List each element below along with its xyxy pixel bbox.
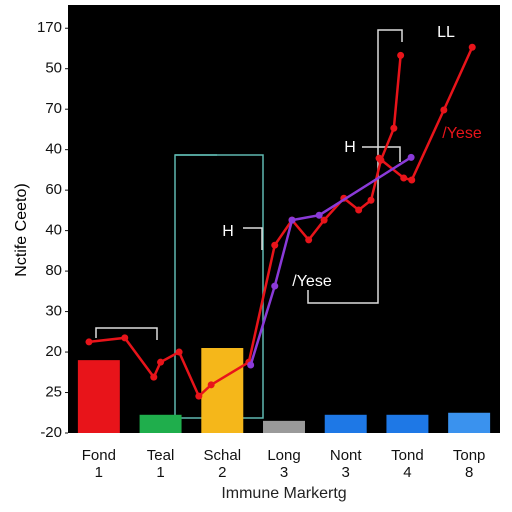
- point: [320, 216, 328, 224]
- y-tick-label: 40: [45, 222, 62, 239]
- bracket: [243, 227, 263, 250]
- y-tick-label: 70: [45, 100, 62, 117]
- point: [247, 361, 255, 369]
- point: [390, 124, 398, 132]
- annotation: /Yese: [292, 273, 332, 290]
- point: [175, 348, 183, 356]
- point: [397, 51, 405, 59]
- y-axis-label: Nctife Ceeto): [13, 183, 30, 276]
- point: [271, 282, 279, 290]
- x-tick-label: 4: [403, 464, 411, 481]
- point: [157, 358, 165, 366]
- y-tick-label: 50: [45, 60, 62, 77]
- x-axis-label: Immune Markertg: [221, 485, 346, 502]
- x-tick-label: 1: [95, 464, 103, 481]
- x-tick-label: Long: [267, 447, 300, 464]
- point: [288, 216, 296, 224]
- point: [207, 381, 215, 389]
- point: [355, 206, 363, 214]
- x-tick-label: 8: [465, 464, 473, 481]
- point: [367, 196, 375, 204]
- x-tick-label: Tonp: [453, 447, 486, 464]
- x-tick-label: Nont: [330, 447, 363, 464]
- x-tick-label: Tond: [391, 447, 424, 464]
- bar: [324, 414, 367, 433]
- y-tick-label: 170: [37, 19, 62, 36]
- point: [150, 373, 158, 381]
- bar: [201, 348, 244, 433]
- annotation: H: [222, 223, 234, 240]
- bracket: [307, 29, 403, 304]
- x-tick-label: 3: [342, 464, 350, 481]
- x-tick-label: 2: [218, 464, 226, 481]
- x-tick-label: Teal: [147, 447, 175, 464]
- x-tick-label: 1: [156, 464, 164, 481]
- y-tick-label: -20: [40, 424, 62, 441]
- point: [85, 338, 93, 346]
- bar: [263, 420, 305, 433]
- point: [271, 241, 279, 249]
- bracket: [362, 146, 401, 162]
- point: [440, 106, 448, 114]
- point: [408, 176, 416, 184]
- y-tick-label: 60: [45, 181, 62, 198]
- y-tick-label: 40: [45, 141, 62, 158]
- plot-area: [68, 5, 500, 433]
- bar: [386, 414, 429, 433]
- bar: [139, 414, 182, 433]
- point: [305, 236, 313, 244]
- point: [195, 392, 203, 400]
- point: [400, 174, 408, 182]
- bar: [448, 412, 491, 433]
- x-tick-label: Fond: [82, 447, 116, 464]
- annotation: /Yese: [442, 125, 482, 142]
- bracket: [95, 327, 158, 340]
- point: [315, 211, 323, 219]
- y-tick-label: 80: [45, 262, 62, 279]
- annotation: H: [344, 139, 356, 156]
- point: [121, 334, 129, 342]
- x-tick-label: Schal: [204, 447, 242, 464]
- y-tick-label: 25: [45, 383, 62, 400]
- point: [375, 154, 383, 162]
- point: [407, 153, 415, 161]
- y-tick-label: 20: [45, 343, 62, 360]
- y-tick-label: 30: [45, 303, 62, 320]
- annotation: LL: [437, 24, 455, 41]
- bar: [77, 360, 120, 433]
- x-tick-label: 3: [280, 464, 288, 481]
- point: [468, 43, 476, 51]
